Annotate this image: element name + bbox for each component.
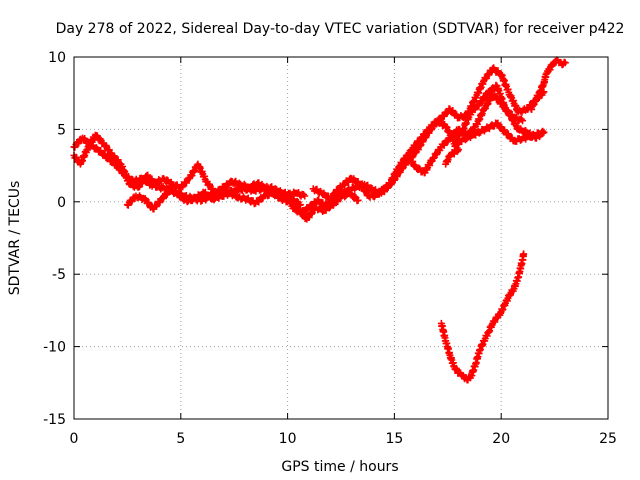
marker-trail [251,184,265,195]
marker-trail [430,144,445,162]
marker-trail [456,369,466,380]
marker-trail [452,119,500,148]
data-point [520,250,528,258]
marker-trail [511,127,547,145]
series-track-2 [70,131,304,209]
marker-trail [472,106,487,128]
y-tick-label: -10 [43,340,66,356]
series-track-8 [437,250,528,384]
marker-trail [336,187,350,199]
marker-trail [289,204,303,216]
y-axis-label: SDTVAR / TECUs [7,181,23,296]
marker-trail [472,78,487,102]
data-point [354,196,362,204]
marker-trail [477,89,492,106]
marker-trail [421,125,436,141]
y-tick-label: -15 [43,412,66,428]
marker-trail [516,125,530,136]
marker-trail [203,178,218,197]
y-tick-label: 5 [57,122,66,138]
marker-trail [195,162,210,186]
marker-trail [551,57,560,66]
x-tick-label: 25 [599,431,617,447]
marker-trail [464,93,479,118]
marker-trail [413,164,427,176]
data-point [519,117,527,125]
marker-trail [472,347,483,367]
marker-trail [421,156,436,177]
data-point [442,160,450,168]
plot-data [70,56,569,384]
x-tick-label: 0 [70,431,79,447]
marker-trail [430,115,444,131]
data-point [561,59,569,67]
marker-trail [118,163,133,187]
data-point [301,192,309,200]
marker-trail [77,148,90,167]
x-tick-label: 20 [492,431,510,447]
marker-trail [387,165,402,187]
marker-trail [481,66,496,83]
marker-trail [464,373,474,384]
marker-trail [135,173,150,191]
marker-trail [293,189,307,200]
marker-trail [328,192,342,203]
x-tick-label: 5 [176,431,185,447]
ticks: 0 5 10 15 20 25 -15 -10 -5 0 5 10 [43,50,617,447]
y-tick-label: 0 [57,195,66,211]
series-track-7 [527,56,569,113]
marker-trail [511,113,525,125]
marker-trail [101,142,116,159]
x-axis-label: GPS time / hours [281,459,398,475]
marker-trail [543,67,551,77]
marker-trail [502,130,517,145]
plot-frame [73,56,609,420]
x-tick-label: 10 [279,431,297,447]
marker-trail [246,180,260,191]
marker-trail [412,136,428,156]
marker-trail [404,153,419,170]
chart-title: Day 278 of 2022, Sidereal Day-to-day VTE… [56,21,625,37]
marker-trail [498,71,513,99]
marker-trail [84,133,99,154]
marker-trail [332,182,346,197]
marker-trail [161,176,175,188]
y-tick-label: 10 [48,50,66,66]
marker-trail [362,181,376,193]
y-tick-label: -5 [52,267,66,283]
marker-trail [253,193,267,206]
marker-trail [498,100,513,119]
series-track-6 [369,91,548,201]
x-tick-label: 15 [385,431,403,447]
